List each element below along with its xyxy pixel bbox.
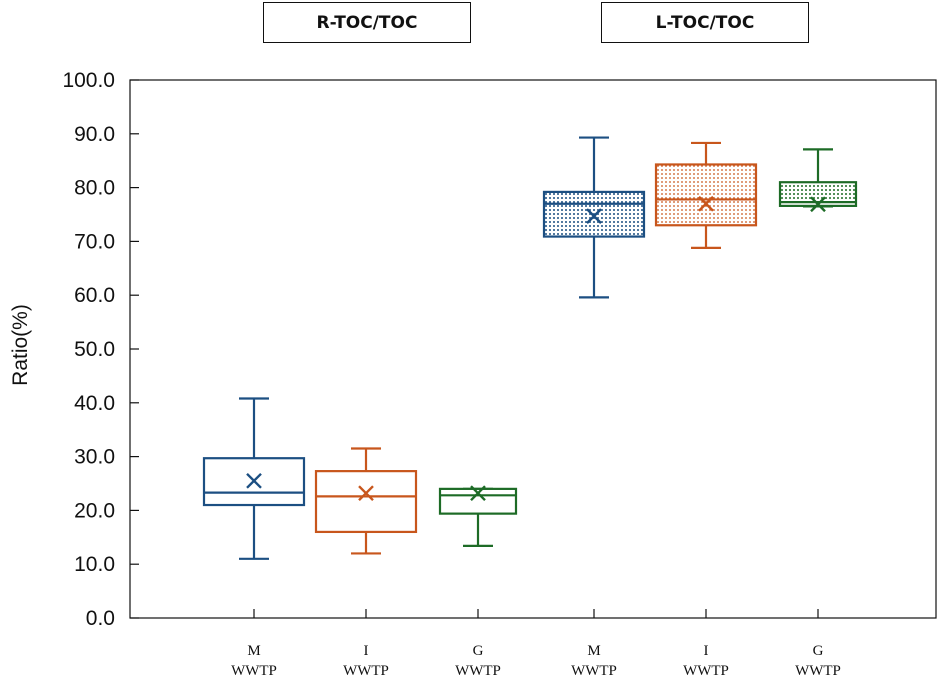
x-label-top-0-0: M — [247, 643, 260, 659]
boxes — [202, 136, 858, 560]
y-axis: 0.0 10.0 20.0 30.0 40.0 50.0 60.0 70.0 80.0 90.0 1… — [62, 69, 139, 630]
plot-frame — [129, 79, 937, 619]
mean-marker — [246, 472, 262, 489]
y-tick-label-0: 0.0 — [86, 607, 115, 630]
x-label-bottom-1-2: WWTP — [795, 663, 841, 679]
x-label-top-0-1: I — [364, 643, 369, 659]
y-tick-label-5: 50.0 — [74, 338, 115, 361]
box-0-1 — [314, 447, 418, 555]
box-1-1 — [654, 141, 758, 249]
x-label-top-1-0: M — [587, 643, 600, 659]
y-tick-label-7: 70.0 — [74, 230, 115, 253]
mean-marker — [698, 195, 714, 212]
x-label-top-1-2: G — [813, 643, 824, 659]
iqr-box — [654, 163, 758, 227]
x-label-top-1-1: I — [704, 643, 709, 659]
legend-r-toc: R-TOC/TOC — [263, 2, 471, 43]
legend-l-toc: L-TOC/TOC — [601, 2, 809, 43]
y-axis-label: Ratio(%) — [9, 304, 32, 386]
mean-marker — [810, 196, 826, 213]
y-tick-label-9: 90.0 — [74, 123, 115, 146]
x-label-bottom-0-2: WWTP — [455, 663, 501, 679]
y-tick-label-2: 20.0 — [74, 499, 115, 522]
y-tick-label-3: 30.0 — [74, 446, 115, 469]
x-label-bottom-1-1: WWTP — [683, 663, 729, 679]
iqr-box — [542, 190, 646, 238]
y-tick-label-4: 40.0 — [74, 392, 115, 415]
y-tick-label-6: 60.0 — [74, 284, 115, 307]
legend-l-toc-label: L-TOC/TOC — [655, 12, 755, 33]
x-label-bottom-0-1: WWTP — [343, 663, 389, 679]
iqr-box — [314, 470, 418, 534]
mean-marker — [470, 485, 486, 502]
y-tick-label-8: 80.0 — [74, 177, 115, 200]
box-1-2 — [778, 148, 858, 213]
box-0-2 — [438, 485, 518, 548]
x-label-bottom-0-0: WWTP — [231, 663, 277, 679]
x-axis: M WWTP I WWTP G WWTP M WWTP I WWTP G WWTP — [231, 609, 841, 679]
x-label-bottom-1-0: WWTP — [571, 663, 617, 679]
box-0-0 — [202, 397, 306, 560]
mean-marker — [358, 485, 374, 502]
x-label-top-0-2: G — [473, 643, 484, 659]
y-tick-label-1: 10.0 — [74, 553, 115, 576]
mean-marker — [586, 208, 602, 224]
legend-r-toc-label: R-TOC/TOC — [316, 12, 418, 33]
box-1-0 — [542, 136, 646, 299]
y-tick-label-10: 100.0 — [62, 69, 115, 92]
